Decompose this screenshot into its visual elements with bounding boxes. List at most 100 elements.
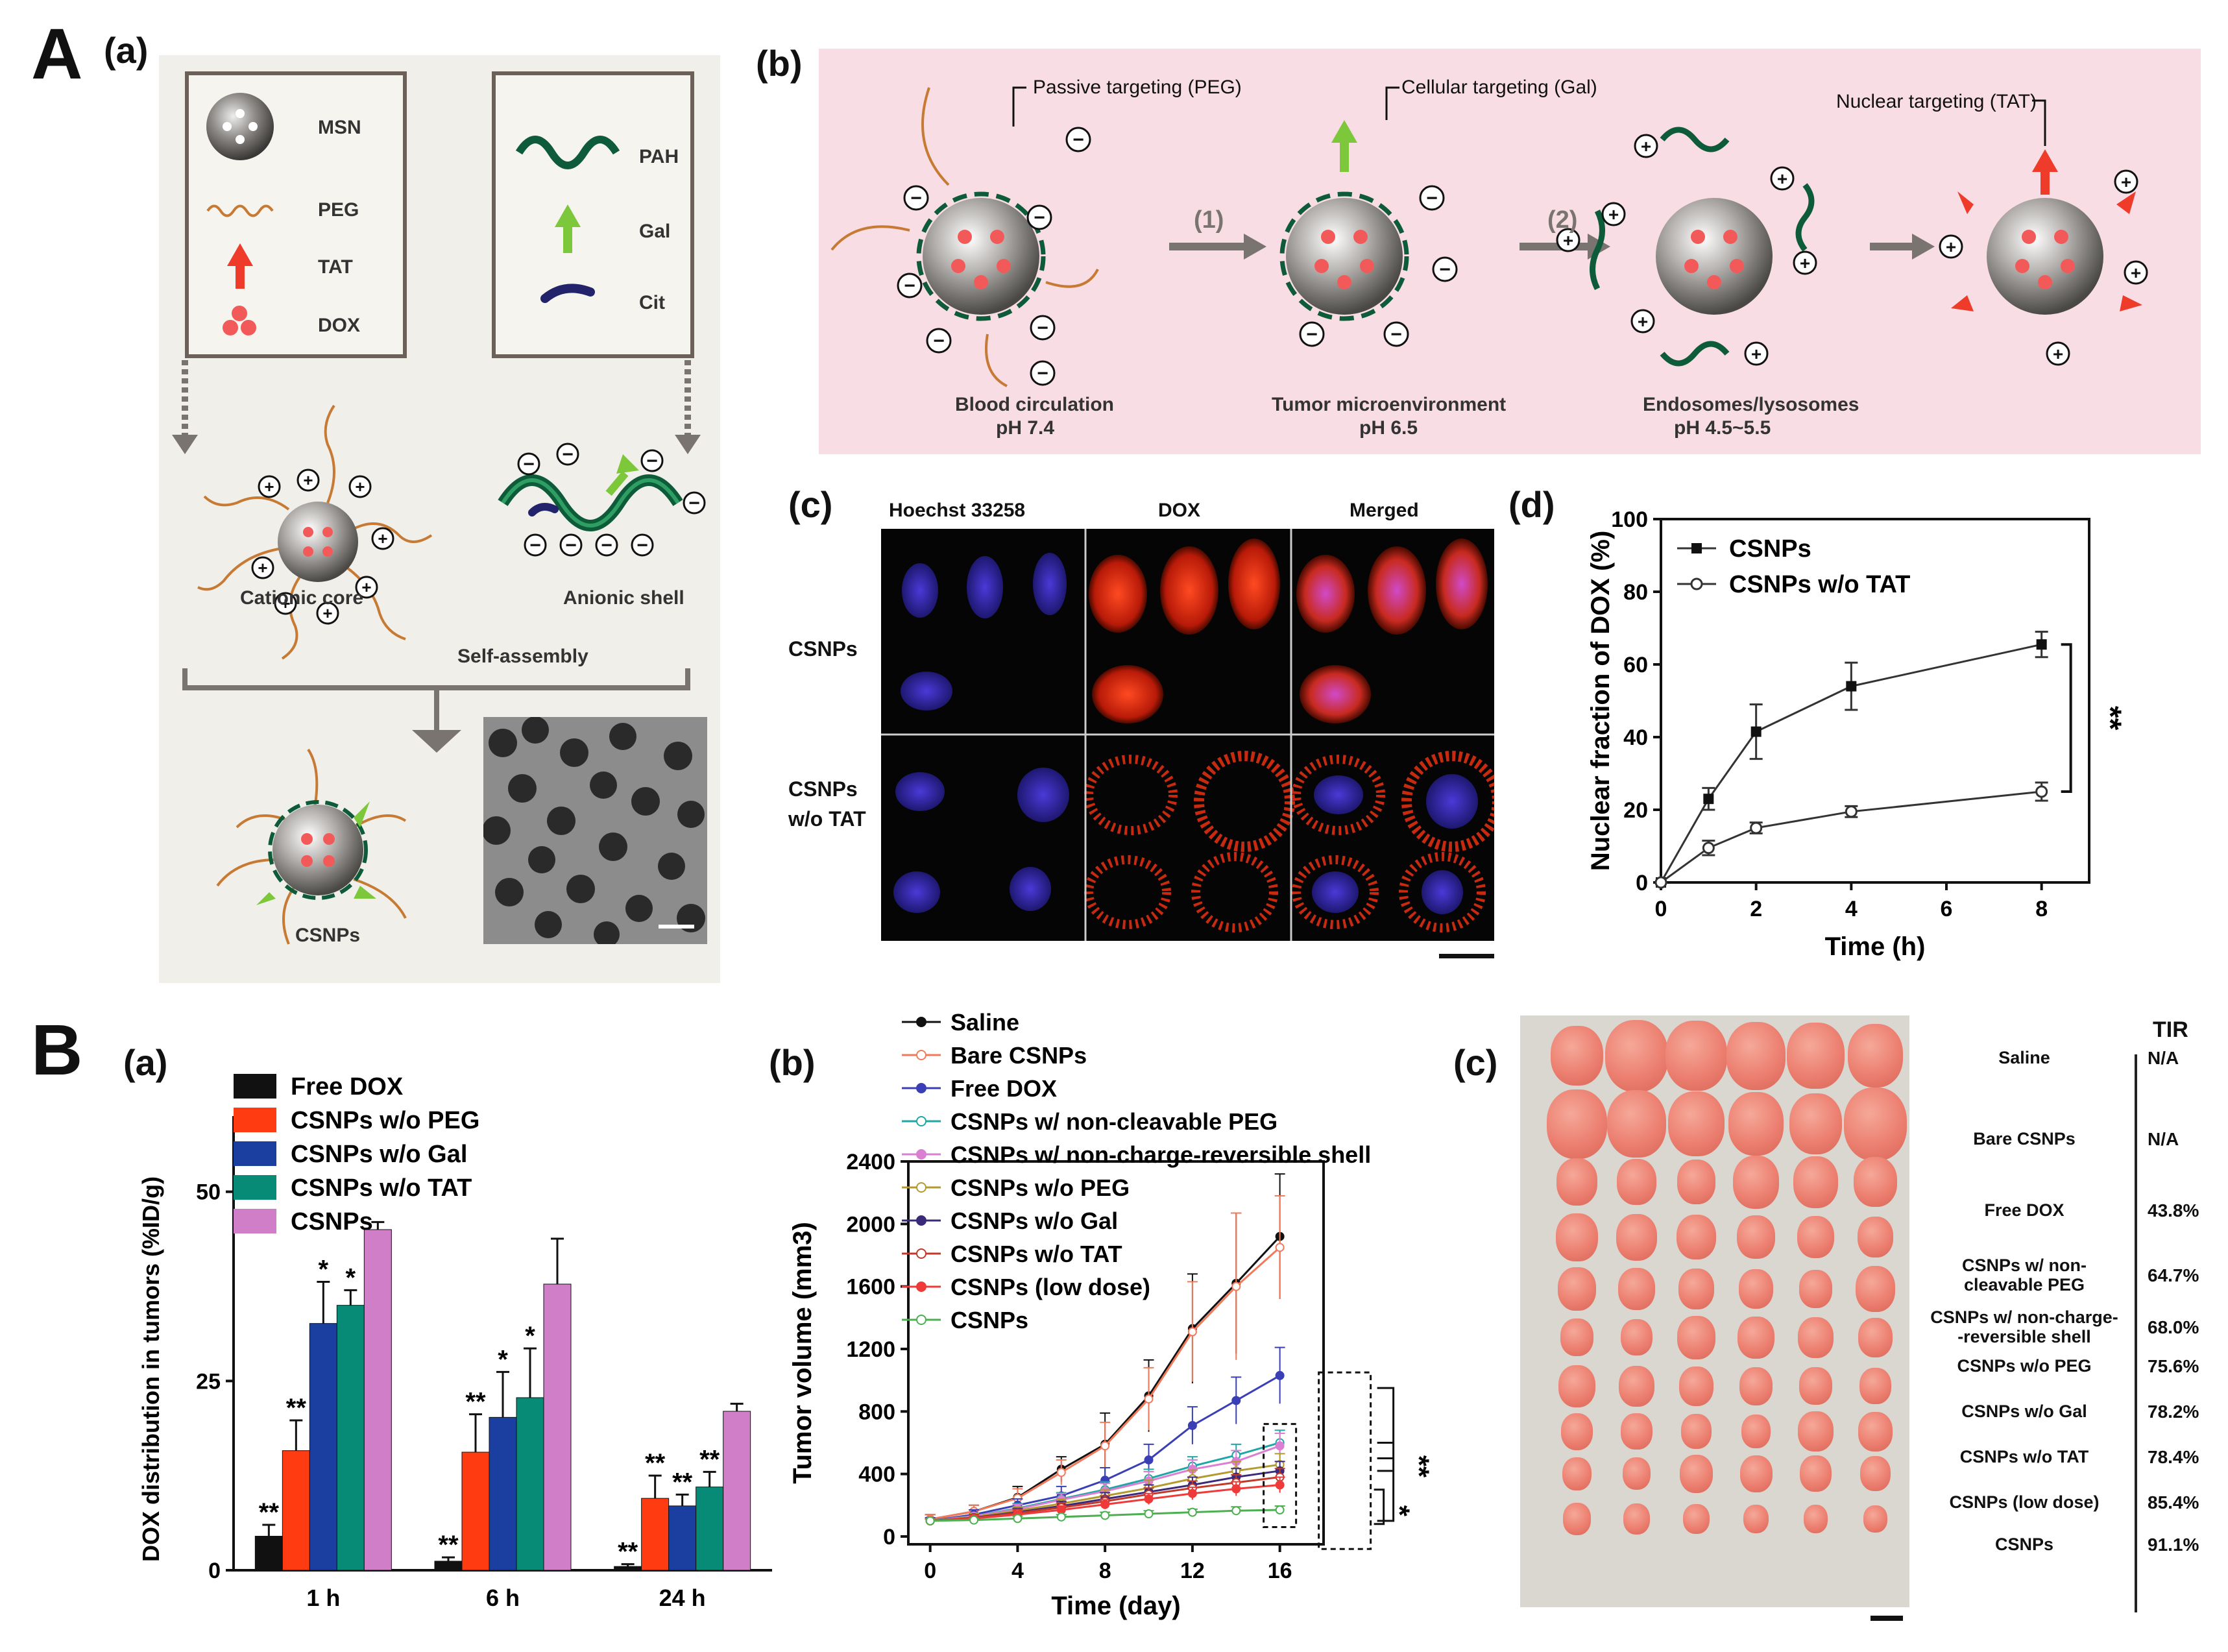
bar <box>489 1416 517 1571</box>
tumor-sample <box>1677 1160 1716 1204</box>
y-tick-label: 800 <box>858 1400 895 1424</box>
tumor-sample <box>1793 1156 1839 1208</box>
panel-A-b-background <box>819 49 2201 454</box>
tumor-sample <box>1623 1457 1651 1490</box>
csnps-label: CSNPs <box>295 925 361 946</box>
legend-label: CSNPs <box>291 1208 373 1235</box>
legend-swatch <box>234 1209 276 1233</box>
panel-A-b-label: (b) <box>756 43 803 84</box>
tumor-sample <box>1605 1019 1668 1093</box>
tumor-sample <box>1621 1413 1653 1450</box>
legend-label: Bare CSNPs <box>951 1042 1087 1069</box>
legend-label: CSNPs (low dose) <box>951 1274 1150 1300</box>
panel-A-d-label: (d) <box>1508 484 1555 525</box>
tir-row-name: Bare CSNPs <box>1973 1129 2076 1148</box>
data-point <box>1187 1488 1197 1498</box>
svg-text:−: − <box>688 492 700 514</box>
col-dox-label: DOX <box>1158 500 1201 521</box>
x-tick-label: 6 h <box>486 1585 520 1611</box>
endosome-particle <box>1590 127 1815 367</box>
legend-swatch <box>234 1074 276 1099</box>
tumor-sample <box>1665 1021 1727 1091</box>
data-point <box>1013 1514 1023 1524</box>
significance-bracket <box>1377 1387 1395 1522</box>
data-point <box>1056 1468 1066 1477</box>
tir-row-name: CSNPs (low dose) <box>1949 1492 2100 1512</box>
legend-marker <box>916 1017 926 1027</box>
tumor-sample <box>1739 1455 1773 1492</box>
legend-marker <box>1691 543 1702 553</box>
legend-label: CSNPs w/o TAT <box>1729 571 1910 598</box>
legend-msn-label: MSN <box>318 117 361 138</box>
significance-label: ** <box>672 1468 693 1496</box>
tumor-sample <box>1551 1025 1603 1086</box>
data-point <box>1100 1500 1110 1509</box>
bar <box>363 1229 392 1571</box>
tir-row-value: 68.0% <box>2148 1317 2199 1337</box>
legend-box-shell <box>492 71 694 358</box>
svg-text:+: + <box>1638 311 1648 332</box>
legend-pah-label: PAH <box>639 146 679 167</box>
legend-label: CSNPs w/o Gal <box>951 1208 1118 1234</box>
bar <box>641 1498 670 1571</box>
significance-label: ** <box>2093 706 2127 731</box>
data-point <box>1275 1243 1285 1252</box>
tumor-sample <box>1681 1414 1712 1450</box>
legend-marker <box>916 1083 926 1093</box>
data-point <box>1275 1370 1285 1380</box>
cit-segment-icon <box>540 284 595 303</box>
significance-bracket <box>2061 643 2072 793</box>
stage-3-name: Endosomes/lysosomes <box>1643 394 1859 415</box>
tumor-scale-bar <box>1871 1616 1903 1621</box>
legend-marker <box>916 1315 926 1325</box>
tir-row-name: CSNPs w/o TAT <box>1959 1447 2089 1466</box>
tumor-sample <box>1560 1318 1593 1357</box>
bar <box>543 1283 572 1571</box>
panel-A-letter: A <box>31 14 83 94</box>
svg-text:−: − <box>523 454 535 475</box>
legend-marker <box>916 1116 926 1126</box>
y-tick-label: 0 <box>208 1559 221 1583</box>
tumor-sample <box>1789 1093 1843 1155</box>
row-csnps-label: CSNPs <box>788 637 858 661</box>
svg-text:+: + <box>361 577 371 597</box>
tir-header: TIR <box>2153 1017 2188 1042</box>
bar <box>282 1450 310 1571</box>
msn-sphere-icon <box>206 93 274 160</box>
data-point <box>1275 1505 1285 1515</box>
data-point <box>1144 1455 1154 1464</box>
panel-B-c-label: (c) <box>1453 1042 1498 1083</box>
significance-label: ** <box>645 1449 666 1477</box>
nuclear-targeting-label: Nuclear targeting (TAT) <box>1836 91 2037 112</box>
data-point <box>1056 1512 1066 1522</box>
legend-label: Free DOX <box>951 1075 1057 1102</box>
zoom-inset <box>1318 1371 1372 1550</box>
svg-text:−: − <box>1037 363 1048 384</box>
panel-A-a-diagram: + + + + + + + + − − − − − − − − <box>172 93 706 945</box>
significance-label: * <box>319 1256 329 1284</box>
tumor-sample <box>1728 1092 1784 1156</box>
tem-particles <box>483 717 705 944</box>
x-tick-label: 24 h <box>659 1585 706 1611</box>
plot-frame <box>907 1160 1325 1546</box>
x-axis-label: Time (h) <box>1825 932 1926 961</box>
tumor-sample <box>1616 1213 1657 1261</box>
data-point <box>925 1516 935 1525</box>
x-tick-label: 4 <box>1845 897 1858 921</box>
data-point <box>1654 876 1667 889</box>
legend-marker <box>916 1050 926 1060</box>
significance-label: * <box>1384 1505 1416 1517</box>
svg-text:−: − <box>933 330 945 352</box>
panel-A-c-label: (c) <box>788 484 833 525</box>
legend-label: CSNPs <box>1729 535 1811 563</box>
y-tick-label: 80 <box>1623 580 1648 605</box>
legend-label: CSNPs w/o TAT <box>291 1174 472 1202</box>
legend-label: CSNPs w/o PEG <box>951 1174 1130 1201</box>
tumor-sample <box>1741 1415 1771 1449</box>
significance-label: ** <box>618 1538 638 1566</box>
tumor-sample <box>1562 1457 1592 1490</box>
data-point <box>1231 1282 1241 1291</box>
data-point <box>1275 1480 1285 1490</box>
legend-swatch <box>234 1141 276 1166</box>
svg-text:−: − <box>601 535 612 556</box>
